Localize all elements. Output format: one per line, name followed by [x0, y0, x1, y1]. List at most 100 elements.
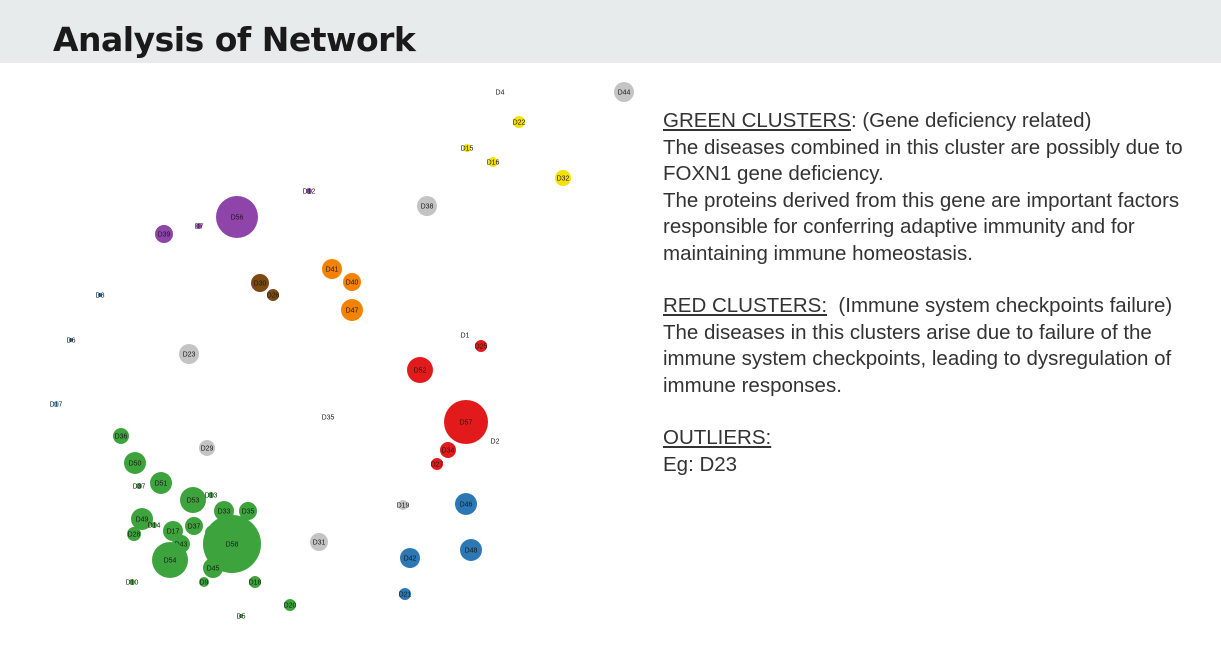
network-node-d51: D51: [150, 472, 172, 494]
explanation-panel: GREEN CLUSTERS: (Gene deficiency related…: [663, 108, 1208, 504]
node-label: D7: [195, 223, 204, 230]
node-label: D13: [205, 492, 218, 499]
node-circle: [398, 500, 408, 510]
outliers-section: OUTLIERS: Eg: D23: [663, 425, 1208, 478]
network-node-d2: D2: [491, 438, 500, 445]
network-node-d26: D26: [267, 289, 280, 301]
node-label: D53: [187, 497, 200, 504]
network-node-d12: D12: [303, 188, 316, 195]
network-node-d47: D47: [341, 299, 363, 321]
node-circle: [343, 273, 361, 291]
node-label: D56: [231, 214, 244, 221]
green-clusters-text-1: The diseases combined in this cluster ar…: [663, 135, 1183, 186]
network-node-d31: D31: [310, 533, 328, 551]
network-node-d27: D27: [431, 458, 444, 470]
node-label: D43: [175, 541, 188, 548]
network-node-d1: D1: [461, 332, 470, 339]
node-circle: [440, 442, 456, 458]
network-node-d13: D13: [205, 492, 218, 499]
node-label: D16: [487, 159, 500, 166]
node-circle: [98, 293, 102, 297]
node-circle: [151, 522, 157, 528]
outliers-heading: OUTLIERS:: [663, 426, 772, 449]
node-circle: [185, 517, 203, 535]
network-node-d8: D8: [96, 292, 105, 299]
node-circle: [203, 515, 261, 573]
node-label: D19: [397, 502, 410, 509]
node-circle: [399, 588, 411, 600]
node-circle: [129, 579, 135, 585]
node-label: D4: [496, 89, 505, 96]
node-label: D45: [207, 565, 220, 572]
network-node-d19: D19: [397, 500, 410, 510]
node-circle: [203, 558, 223, 578]
node-label: D46: [460, 501, 473, 508]
network-graph: D4 D44 D22 D15 D16 D32 D12 D38 D56 D7 D39 D41 D40 D30…: [50, 82, 634, 620]
node-circle: [131, 508, 153, 530]
node-circle: [306, 188, 312, 194]
node-label: D5: [237, 613, 246, 620]
node-label: D22: [513, 119, 526, 126]
node-circle: [239, 502, 257, 520]
node-label: D52: [414, 367, 427, 374]
node-label: D48: [465, 547, 478, 554]
node-circle: [136, 483, 142, 489]
node-label: D26: [267, 292, 280, 299]
network-node-d49: D49: [131, 508, 153, 530]
node-circle: [152, 542, 188, 578]
node-label: D20: [284, 602, 297, 609]
node-circle: [69, 338, 73, 342]
node-circle: [150, 472, 172, 494]
node-circle: [284, 599, 296, 611]
node-circle: [455, 493, 477, 515]
node-label: D17: [50, 401, 63, 408]
node-label: D12: [303, 188, 316, 195]
network-node-d56: D56: [216, 196, 258, 238]
network-node-d35: D35: [239, 502, 257, 520]
network-node-d16: D16: [487, 157, 500, 167]
network-node-d36: D36: [113, 428, 129, 444]
red-clusters-section: RED CLUSTERS: (Immune system checkpoints…: [663, 293, 1208, 399]
network-node-d30: D30: [251, 274, 269, 292]
network-node-d14: D14: [148, 522, 161, 529]
green-clusters-subtitle: : (Gene deficiency related): [850, 109, 1092, 132]
node-label: D31: [313, 539, 326, 546]
network-node-d29: D29: [199, 440, 215, 456]
node-circle: [199, 440, 215, 456]
node-circle: [249, 576, 261, 588]
network-node-d40: D40: [343, 273, 361, 291]
network-node-d37: D37: [133, 483, 146, 490]
node-label: D39: [158, 231, 171, 238]
node-label: D37: [188, 523, 201, 530]
network-node-d34: D34: [440, 442, 456, 458]
node-circle: [239, 614, 243, 618]
network-node-d28: D28: [127, 527, 141, 541]
node-label: D32: [557, 175, 570, 182]
node-label: D51: [155, 480, 168, 487]
node-circle: [555, 170, 571, 186]
node-circle: [124, 452, 146, 474]
node-label: D23: [183, 351, 196, 358]
node-label: D1: [461, 332, 470, 339]
node-label: D14: [148, 522, 161, 529]
network-node-d10: D10: [126, 579, 139, 586]
outliers-text: Eg: D23: [663, 452, 738, 476]
node-circle: [614, 82, 634, 102]
node-label: D54: [164, 557, 177, 564]
node-label: D42: [404, 555, 417, 562]
node-label: D27: [431, 461, 444, 468]
network-node-d53: D53: [180, 487, 206, 513]
node-label: D49: [136, 516, 149, 523]
network-node-d17: D17: [50, 401, 63, 408]
network-node-d18: D18: [249, 576, 262, 588]
node-circle: [431, 458, 443, 470]
node-label: D38: [421, 203, 434, 210]
node-label: D41: [326, 266, 339, 273]
node-label: D50: [129, 460, 142, 467]
node-label: D47: [346, 307, 359, 314]
green-clusters-heading: GREEN CLUSTERS: [663, 109, 851, 132]
node-label: D9: [200, 579, 209, 586]
node-circle: [251, 274, 269, 292]
node-label: D34: [442, 447, 455, 454]
node-label: D35: [322, 414, 335, 421]
